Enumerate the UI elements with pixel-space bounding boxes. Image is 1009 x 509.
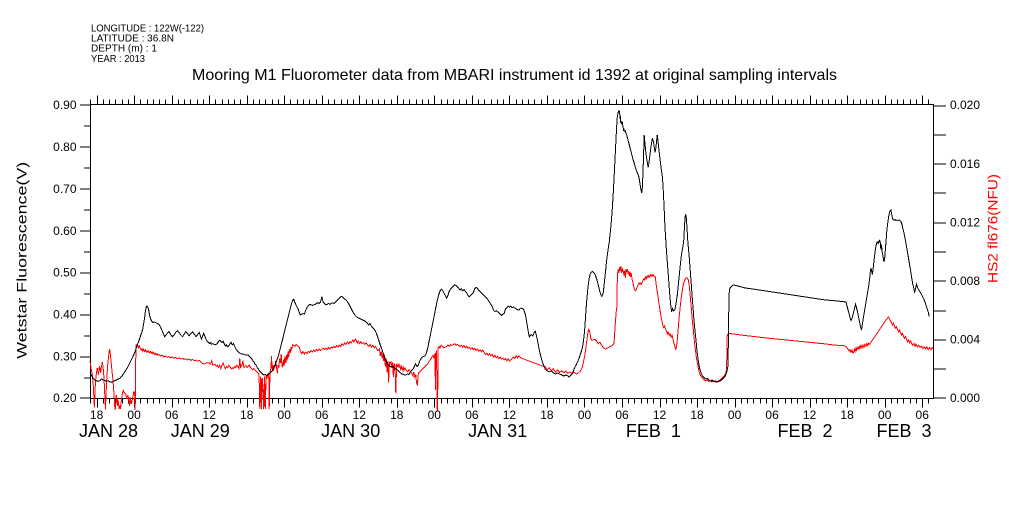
svg-text:18: 18: [690, 408, 704, 422]
svg-text:Wetstar Fluorescence(V): Wetstar Fluorescence(V): [14, 162, 30, 359]
svg-text:0.80: 0.80: [53, 140, 77, 154]
svg-text:06: 06: [165, 408, 179, 422]
svg-text:00: 00: [278, 408, 292, 422]
svg-text:0.020: 0.020: [950, 98, 980, 112]
svg-text:FEB 1: FEB 1: [626, 421, 681, 441]
svg-text:00: 00: [728, 408, 742, 422]
svg-text:JAN 30: JAN 30: [321, 421, 380, 441]
svg-text:0.50: 0.50: [53, 266, 77, 280]
svg-text:DEPTH (m) : 1: DEPTH (m) : 1: [91, 44, 157, 55]
svg-text:0.004: 0.004: [950, 333, 980, 347]
svg-text:JAN 31: JAN 31: [468, 421, 527, 441]
svg-text:06: 06: [615, 408, 629, 422]
svg-text:0.012: 0.012: [950, 215, 980, 229]
svg-text:LATITUDE : 36.8N: LATITUDE : 36.8N: [91, 34, 174, 45]
svg-text:12: 12: [803, 408, 817, 422]
svg-text:Mooring M1 Fluorometer data fr: Mooring M1 Fluorometer data from MBARI i…: [192, 67, 837, 84]
svg-text:06: 06: [765, 408, 779, 422]
svg-text:18: 18: [90, 408, 104, 422]
svg-text:YEAR : 2013: YEAR : 2013: [91, 54, 145, 65]
svg-text:FEB 2: FEB 2: [777, 421, 832, 441]
svg-text:18: 18: [840, 408, 854, 422]
svg-text:0.016: 0.016: [950, 157, 980, 171]
svg-text:12: 12: [653, 408, 667, 422]
svg-text:06: 06: [916, 408, 930, 422]
svg-text:00: 00: [428, 408, 442, 422]
svg-text:12: 12: [203, 408, 217, 422]
svg-text:00: 00: [878, 408, 892, 422]
svg-text:18: 18: [540, 408, 554, 422]
svg-text:0.40: 0.40: [53, 308, 77, 322]
svg-text:0.90: 0.90: [53, 98, 77, 112]
svg-text:0.70: 0.70: [53, 182, 77, 196]
svg-text:06: 06: [315, 408, 329, 422]
svg-text:0.30: 0.30: [53, 349, 77, 363]
svg-text:FEB 3: FEB 3: [876, 421, 931, 441]
svg-text:0.20: 0.20: [53, 391, 77, 405]
svg-text:00: 00: [578, 408, 592, 422]
svg-text:18: 18: [240, 408, 254, 422]
svg-text:0.008: 0.008: [950, 274, 980, 288]
svg-text:JAN 29: JAN 29: [171, 421, 230, 441]
svg-text:0.60: 0.60: [53, 224, 77, 238]
svg-text:HS2 fl676(NFU): HS2 fl676(NFU): [985, 174, 1001, 283]
svg-text:00: 00: [127, 408, 141, 422]
svg-text:06: 06: [465, 408, 479, 422]
svg-text:18: 18: [390, 408, 404, 422]
svg-text:12: 12: [353, 408, 367, 422]
svg-text:12: 12: [503, 408, 517, 422]
svg-text:JAN 28: JAN 28: [79, 421, 138, 441]
svg-text:0.000: 0.000: [950, 391, 980, 405]
svg-text:LONGITUDE : 122W(-122): LONGITUDE : 122W(-122): [91, 24, 204, 35]
